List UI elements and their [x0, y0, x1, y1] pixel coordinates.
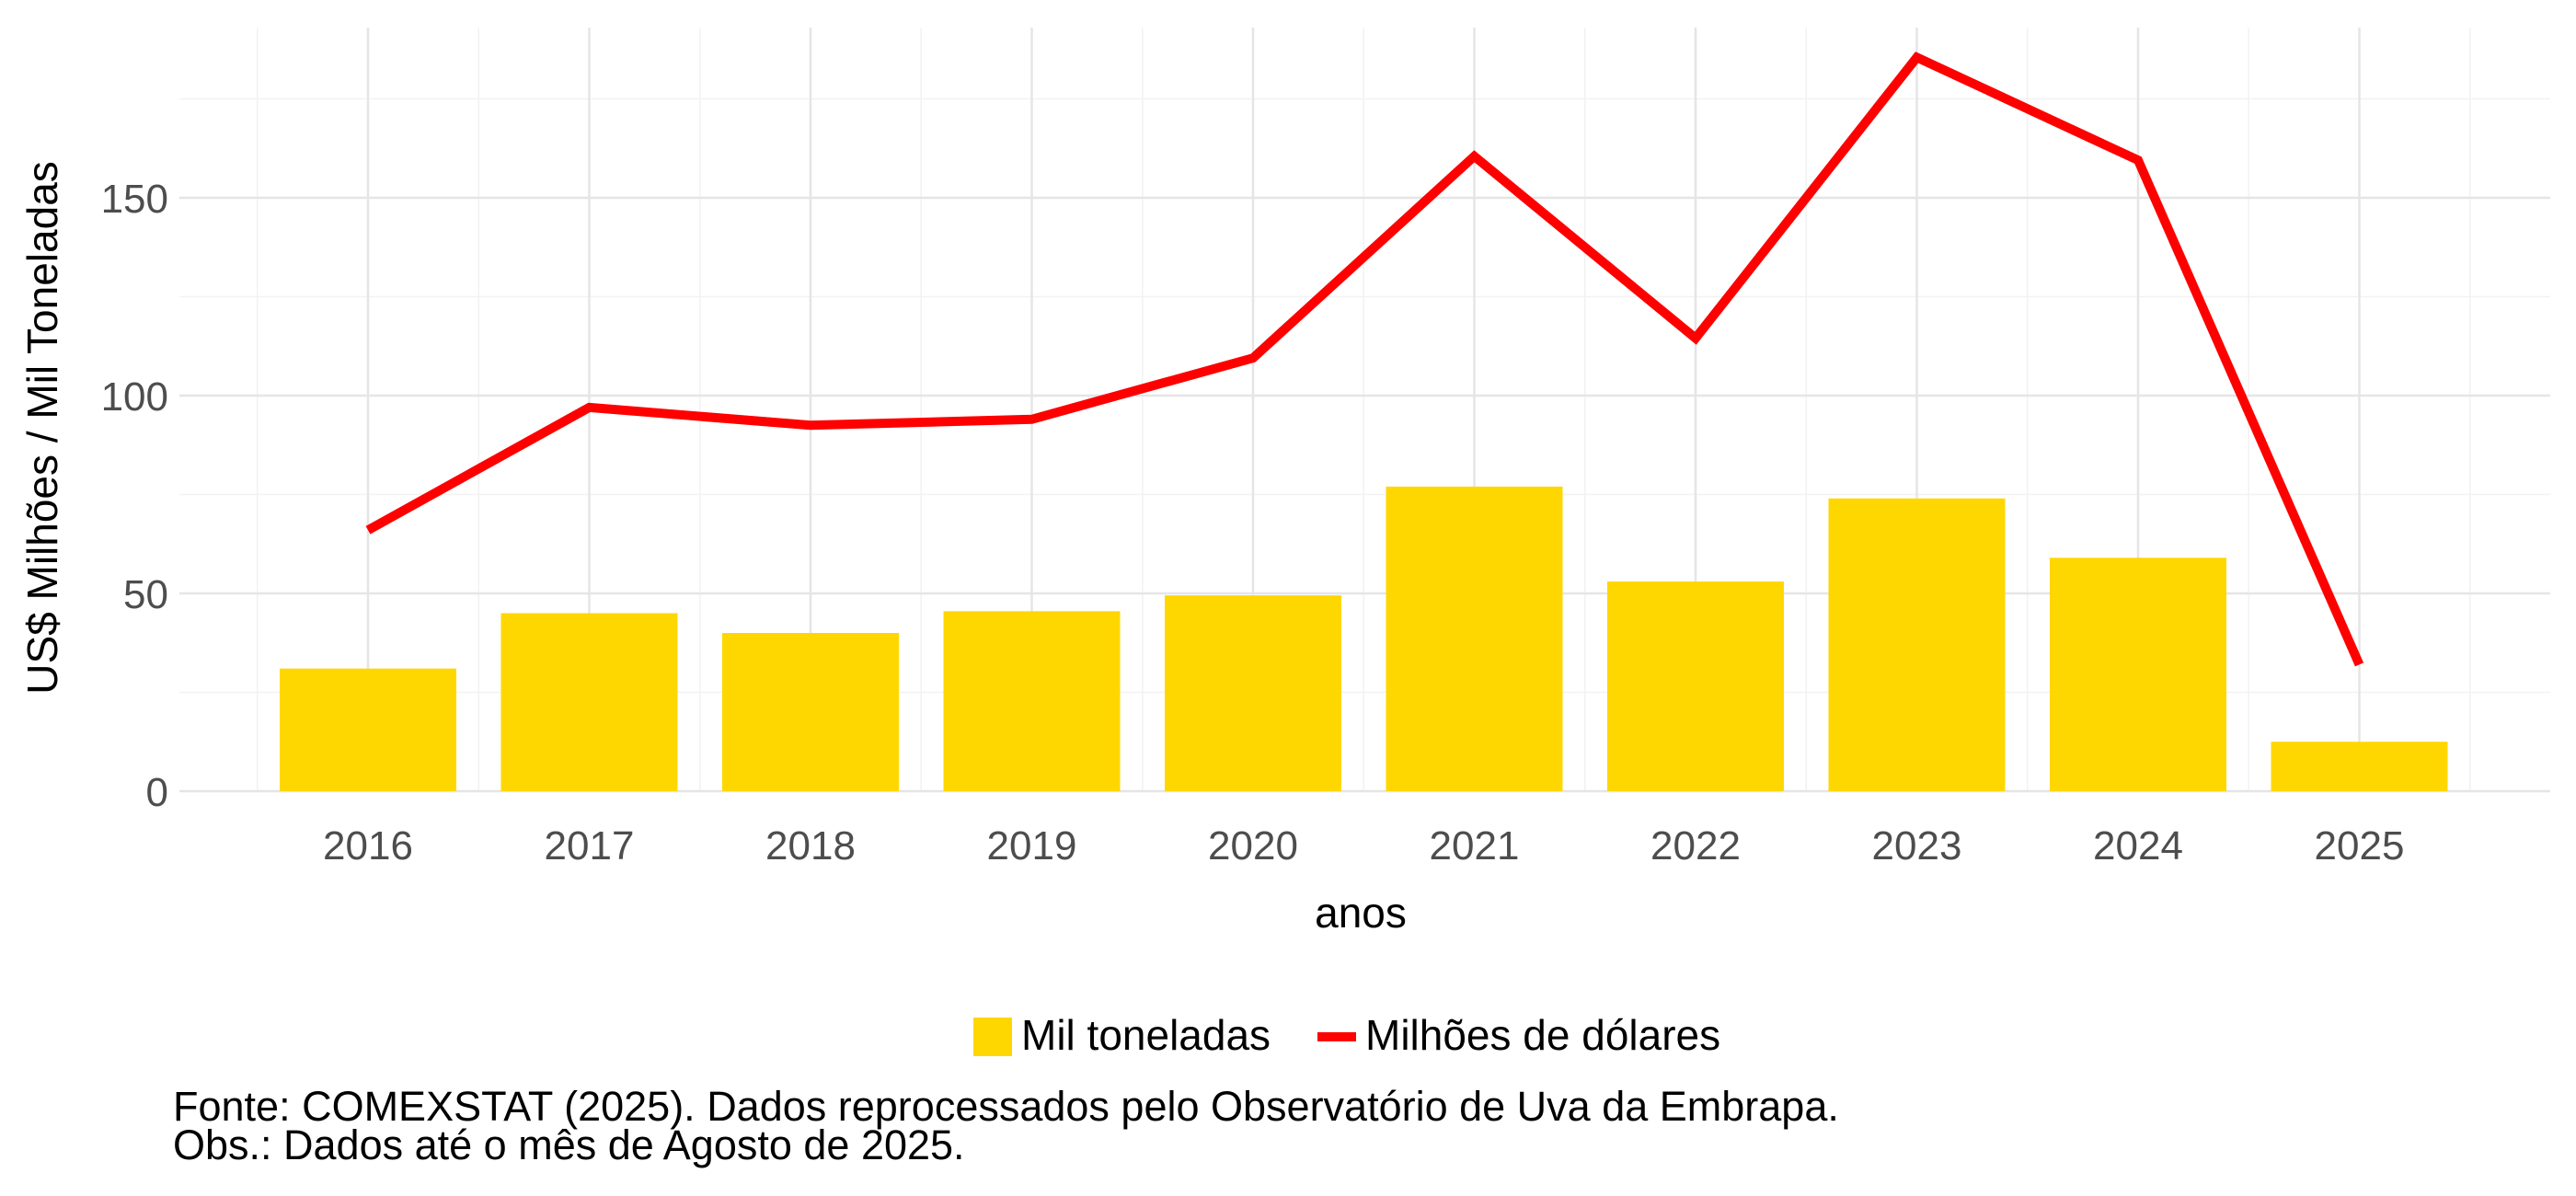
y-tick-label: 100: [101, 374, 168, 420]
bar-2023: [1828, 498, 2006, 791]
legend-label-bar: Mil toneladas: [1021, 1011, 1271, 1059]
x-axis-title: anos: [1315, 889, 1407, 937]
bar-2024: [2050, 558, 2226, 791]
bar-2025: [2271, 742, 2448, 791]
caption: Fonte: COMEXSTAT (2025). Dados reprocess…: [173, 1083, 1839, 1168]
y-tick-labels: 0 50 100 150: [101, 177, 168, 815]
bar-2017: [500, 613, 678, 791]
caption-note: Obs.: Dados até o mês de Agosto de 2025.: [173, 1121, 965, 1168]
x-tick-label: 2017: [545, 823, 635, 868]
x-tick-label: 2020: [1208, 823, 1298, 868]
x-tick-label: 2021: [1430, 823, 1520, 868]
x-tick-label: 2019: [987, 823, 1077, 868]
line-layer: [365, 52, 2364, 667]
bar-2018: [722, 633, 899, 791]
x-tick-label: 2023: [1872, 823, 1962, 868]
x-tick-labels: 2016 2017 2018 2019 2020 2021 2022 2023 2024 2025: [323, 823, 2404, 868]
bar-layer: [280, 486, 2448, 791]
bar-2021: [1386, 486, 1563, 791]
series-line-milhoes-de-dolares: [365, 52, 2364, 667]
legend-swatch-bar: [973, 1018, 1012, 1056]
x-tick-label: 2024: [2093, 823, 2183, 868]
caption-source: Fonte: COMEXSTAT (2025). Dados reprocess…: [173, 1083, 1839, 1130]
x-tick-label: 2025: [2315, 823, 2405, 868]
bar-2022: [1607, 581, 1784, 791]
bar-2019: [943, 611, 1121, 791]
x-tick-label: 2018: [765, 823, 856, 868]
x-tick-label: 2016: [323, 823, 413, 868]
legend-label-line: Milhões de dólares: [1365, 1011, 1720, 1059]
x-tick-label: 2022: [1650, 823, 1741, 868]
bar-2020: [1165, 595, 1341, 791]
y-axis-title: US$ Milhões / Mil Toneladas: [18, 161, 66, 695]
legend: Mil toneladas Milhões de dólares: [973, 1011, 1720, 1059]
y-tick-label: 0: [146, 770, 168, 815]
y-tick-label: 150: [101, 177, 168, 222]
bar-2016: [280, 668, 456, 791]
y-tick-label: 50: [123, 572, 168, 617]
